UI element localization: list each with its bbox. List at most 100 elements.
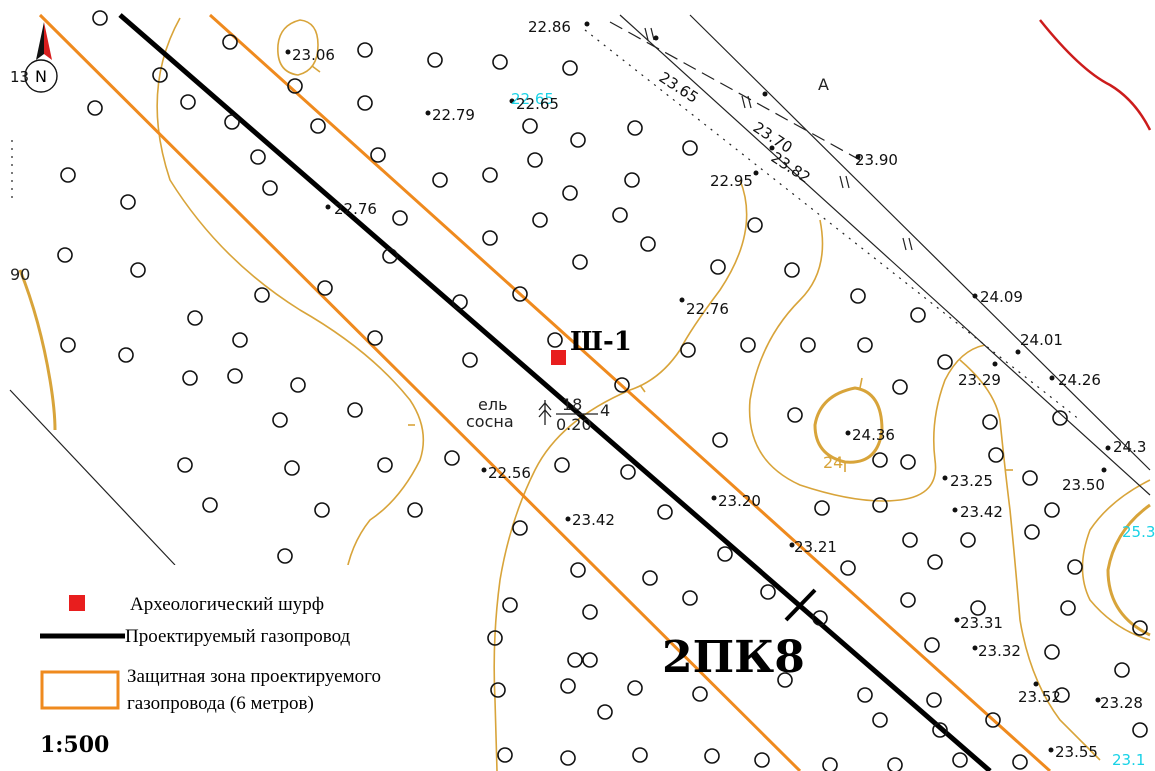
elevation-label: 23.25 [950,472,993,490]
vegetation-circle [287,78,303,94]
vegetation-circle [232,332,248,348]
vegetation-circle [822,757,838,771]
elevation-point [942,475,948,481]
vegetation-circle [1052,410,1068,426]
vegetation-circle [560,678,576,694]
elevation-point [1015,349,1021,355]
north-arrow: N 13 [10,22,58,93]
elevation-label: 22.65 [516,95,559,113]
vegetation-circle [970,600,986,616]
vegetation-circle [627,120,643,136]
vegetation-circle [317,280,333,296]
vegetation-circle [487,630,503,646]
dotted-line [584,29,1081,421]
vegetation-circle [704,748,720,764]
vegetation-circle [710,259,726,275]
elevation-point [753,170,759,176]
vegetation-circle [357,42,373,58]
vegetation-circle [1022,470,1038,486]
north-arrow-right [44,22,52,60]
picket-tick [784,588,817,622]
elevation-point [509,98,515,104]
vegetation-circle [872,497,888,513]
legend-shurf-swatch [69,595,85,611]
vegetation-circle [760,584,776,600]
vegetation-circle [924,637,940,653]
vegetation-circle [840,560,856,576]
vegetation-circle [377,457,393,473]
picket-label: 2ПК8 [662,632,805,683]
vegetation-circle [627,680,643,696]
elevation-label: 23.31 [960,614,1003,632]
vegetation-circle [1044,502,1060,518]
vegetation-circle [1132,620,1148,636]
vegetation-circle [1012,754,1028,770]
road-lines [619,14,1151,496]
vegetation-circle [60,337,76,353]
vegetation-circle [482,167,498,183]
elevation-label: 23.06 [292,46,335,64]
elevation-label-cyan: 25.3 [1122,523,1155,541]
vegetation-circle [937,354,953,370]
vegetation-circle [92,10,108,26]
elevation-label: 23.55 [1055,743,1098,761]
vegetation-circle [1114,662,1130,678]
vegetation-circle [180,94,196,110]
vegetation-circle [272,412,288,428]
vegetation-circle [902,532,918,548]
vegetation-circle [432,172,448,188]
vegetation-circle [1132,722,1148,738]
vegetation-circle [567,652,583,668]
shurf-marker[interactable] [551,350,566,365]
elevation-point [769,145,775,151]
vegetation-circle [152,67,168,83]
vegetation-circle [712,432,728,448]
elevation-label: 23.20 [718,492,761,510]
vegetation-circle [130,262,146,278]
vegetation-circle [777,672,793,688]
elevation-label: 23.21 [794,538,837,556]
elevation-point [1048,747,1054,753]
thin-line [9,389,176,566]
vegetation-circle [512,520,528,536]
contour-line [277,19,319,76]
vegetation-circle [290,377,306,393]
elevation-points [285,21,1111,753]
vegetation-circle [554,457,570,473]
vegetation-circle [527,152,543,168]
legend: Археологический шурф Проектируемый газоп… [40,565,480,715]
elevation-point [972,293,978,299]
vegetation-circle [462,352,478,368]
vegetation-circle [717,546,733,562]
elevation-point [325,204,331,210]
elevation-label: 22.76 [334,200,377,218]
vegetation-circle [182,370,198,386]
elevation-point [855,154,861,160]
protection-zone [38,13,1052,771]
vegetation-circle [932,722,948,738]
vegetation-circle [490,682,506,698]
vegetation-circle [222,34,238,50]
vegetation-circle [254,287,270,303]
elevation-point [762,91,768,97]
vegetation-circle [754,752,770,768]
vegetation-circle [277,548,293,564]
elevation-label: 23.50 [1062,476,1105,494]
vegetation-circle [262,180,278,196]
elevation-point [952,507,958,513]
index-contour [18,269,57,431]
scale-label: 1:500 [40,732,109,758]
vegetation-circle [988,447,1004,463]
north-circle [24,59,58,93]
dashed-line [609,21,861,161]
vegetation-circle [512,286,528,302]
tree-species-top: ель [478,395,508,414]
elevation-point [1105,445,1111,451]
elevation-point [972,645,978,651]
vegetation-circle [747,217,763,233]
elevation-point [481,467,487,473]
vegetation-circle [187,310,203,326]
vegetation-circle [547,332,563,348]
contour-line [493,179,748,771]
